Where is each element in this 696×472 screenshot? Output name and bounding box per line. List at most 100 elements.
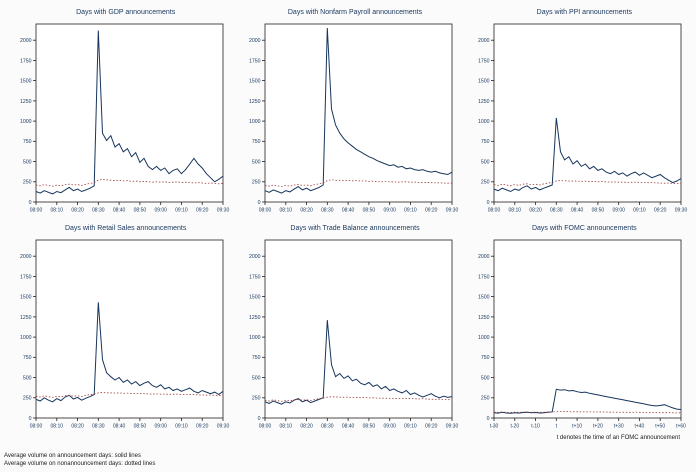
svg-text:2000: 2000 xyxy=(249,38,261,44)
svg-text:1000: 1000 xyxy=(478,119,490,125)
svg-text:250: 250 xyxy=(23,396,32,402)
svg-text:2000: 2000 xyxy=(20,254,32,260)
svg-text:750: 750 xyxy=(252,139,261,145)
svg-text:09:20: 09:20 xyxy=(654,208,667,214)
svg-text:08:40: 08:40 xyxy=(571,208,584,214)
svg-text:1250: 1250 xyxy=(20,99,32,105)
chart-panel-trade-balance: Days with Trade Balance announcements 0 2… xyxy=(235,220,460,441)
svg-text:2000: 2000 xyxy=(478,38,490,44)
svg-text:08:10: 08:10 xyxy=(509,208,522,214)
svg-text:250: 250 xyxy=(252,396,261,402)
ppi-chart: 0 250 500 750 1000 1250 1500 1750 2000 08:00 08:10… xyxy=(478,23,688,214)
svg-text:08:40: 08:40 xyxy=(342,208,355,214)
svg-text:09:00: 09:00 xyxy=(154,424,167,430)
svg-text:09:30: 09:30 xyxy=(675,208,688,214)
svg-text:2000: 2000 xyxy=(20,38,32,44)
svg-text:09:30: 09:30 xyxy=(446,424,459,430)
svg-text:1750: 1750 xyxy=(20,58,32,64)
svg-text:09:10: 09:10 xyxy=(404,208,417,214)
svg-text:250: 250 xyxy=(481,396,490,402)
trade-balance-chart: 0 250 500 750 1000 1250 1500 1750 2000 08:00 08:10… xyxy=(249,239,459,430)
chart-grid: Days with GDP announcements 0 250 500 750 10… xyxy=(6,4,690,441)
svg-text:t+50: t+50 xyxy=(656,424,666,430)
svg-text:1750: 1750 xyxy=(20,274,32,280)
svg-text:09:00: 09:00 xyxy=(383,424,396,430)
svg-text:08:40: 08:40 xyxy=(112,424,125,430)
svg-text:09:30: 09:30 xyxy=(216,208,229,214)
svg-text:t: t xyxy=(556,424,558,430)
chart-panel-retail-sales: Days with Retail Sales announcements 0 25… xyxy=(6,220,231,441)
svg-text:750: 750 xyxy=(23,355,32,361)
svg-text:09:10: 09:10 xyxy=(404,424,417,430)
chart-panel-fomc: Days with FOMC announcements 0 250 500 750 1… xyxy=(465,220,690,441)
svg-text:08:10: 08:10 xyxy=(280,208,293,214)
chart-title-gdp: Days with GDP announcements xyxy=(76,9,176,16)
svg-text:500: 500 xyxy=(252,375,261,381)
svg-text:08:10: 08:10 xyxy=(50,208,63,214)
svg-text:500: 500 xyxy=(23,159,32,165)
fomc-chart: 0 250 500 750 1000 1250 1500 1750 2000 t-30 t-20 t-… xyxy=(478,239,686,430)
svg-text:09:20: 09:20 xyxy=(425,208,438,214)
svg-text:1000: 1000 xyxy=(20,335,32,341)
svg-text:08:00: 08:00 xyxy=(259,208,272,214)
svg-text:t-10: t-10 xyxy=(532,424,541,430)
svg-text:08:20: 08:20 xyxy=(71,424,84,430)
svg-text:08:00: 08:00 xyxy=(259,424,272,430)
chart-title-nonfarm-payroll: Days with Nonfarm Payroll announcements xyxy=(287,9,423,16)
svg-text:750: 750 xyxy=(23,139,32,145)
fomc-time-note: t denotes the time of an FOMC announceme… xyxy=(556,435,680,441)
svg-text:1250: 1250 xyxy=(249,315,261,321)
svg-text:1500: 1500 xyxy=(249,295,261,301)
svg-text:1250: 1250 xyxy=(249,99,261,105)
svg-text:09:10: 09:10 xyxy=(175,424,188,430)
svg-text:500: 500 xyxy=(481,375,490,381)
chart-panel-gdp: Days with GDP announcements 0 250 500 750 10… xyxy=(6,4,231,218)
svg-text:0: 0 xyxy=(487,200,490,206)
svg-text:08:30: 08:30 xyxy=(550,208,563,214)
svg-text:1000: 1000 xyxy=(249,119,261,125)
svg-text:1500: 1500 xyxy=(249,79,261,85)
svg-text:1250: 1250 xyxy=(20,315,32,321)
svg-text:08:00: 08:00 xyxy=(29,424,42,430)
svg-text:08:30: 08:30 xyxy=(321,208,334,214)
svg-text:08:50: 08:50 xyxy=(133,208,146,214)
svg-text:08:00: 08:00 xyxy=(488,208,501,214)
svg-text:09:00: 09:00 xyxy=(154,208,167,214)
svg-text:t+60: t+60 xyxy=(676,424,686,430)
svg-text:08:20: 08:20 xyxy=(300,208,313,214)
svg-text:2000: 2000 xyxy=(249,254,261,260)
nonfarm-payroll-chart: 0 250 500 750 1000 1250 1500 1750 2000 08:00 08:10… xyxy=(249,23,458,214)
svg-text:08:30: 08:30 xyxy=(321,424,334,430)
svg-text:09:10: 09:10 xyxy=(633,208,646,214)
svg-text:0: 0 xyxy=(258,200,261,206)
svg-text:08:40: 08:40 xyxy=(342,424,355,430)
svg-text:750: 750 xyxy=(481,139,490,145)
svg-text:09:20: 09:20 xyxy=(425,424,438,430)
svg-text:08:40: 08:40 xyxy=(112,208,125,214)
svg-text:0: 0 xyxy=(258,416,261,422)
svg-text:1250: 1250 xyxy=(478,99,490,105)
svg-text:1750: 1750 xyxy=(478,274,490,280)
svg-text:09:20: 09:20 xyxy=(196,208,209,214)
chart-panel-nonfarm-payroll: Days with Nonfarm Payroll announcements … xyxy=(235,4,460,218)
svg-text:500: 500 xyxy=(252,159,261,165)
svg-text:08:50: 08:50 xyxy=(133,424,146,430)
svg-text:08:20: 08:20 xyxy=(530,208,543,214)
svg-text:1500: 1500 xyxy=(20,295,32,301)
chart-title-fomc: Days with FOMC announcements xyxy=(531,225,637,232)
svg-text:0: 0 xyxy=(28,416,31,422)
svg-text:750: 750 xyxy=(252,355,261,361)
svg-text:1500: 1500 xyxy=(478,79,490,85)
svg-text:1000: 1000 xyxy=(249,335,261,341)
svg-text:09:00: 09:00 xyxy=(383,208,396,214)
svg-text:t+20: t+20 xyxy=(593,424,603,430)
svg-text:2000: 2000 xyxy=(478,254,490,260)
svg-text:09:30: 09:30 xyxy=(216,424,229,430)
svg-text:1750: 1750 xyxy=(249,58,261,64)
svg-text:1000: 1000 xyxy=(20,119,32,125)
svg-text:08:10: 08:10 xyxy=(50,424,63,430)
svg-text:750: 750 xyxy=(481,355,490,361)
gdp-chart: 0 250 500 750 1000 1250 1500 1750 2000 08:00 08:10… xyxy=(20,23,229,214)
svg-text:0: 0 xyxy=(487,416,490,422)
svg-text:08:50: 08:50 xyxy=(363,424,376,430)
